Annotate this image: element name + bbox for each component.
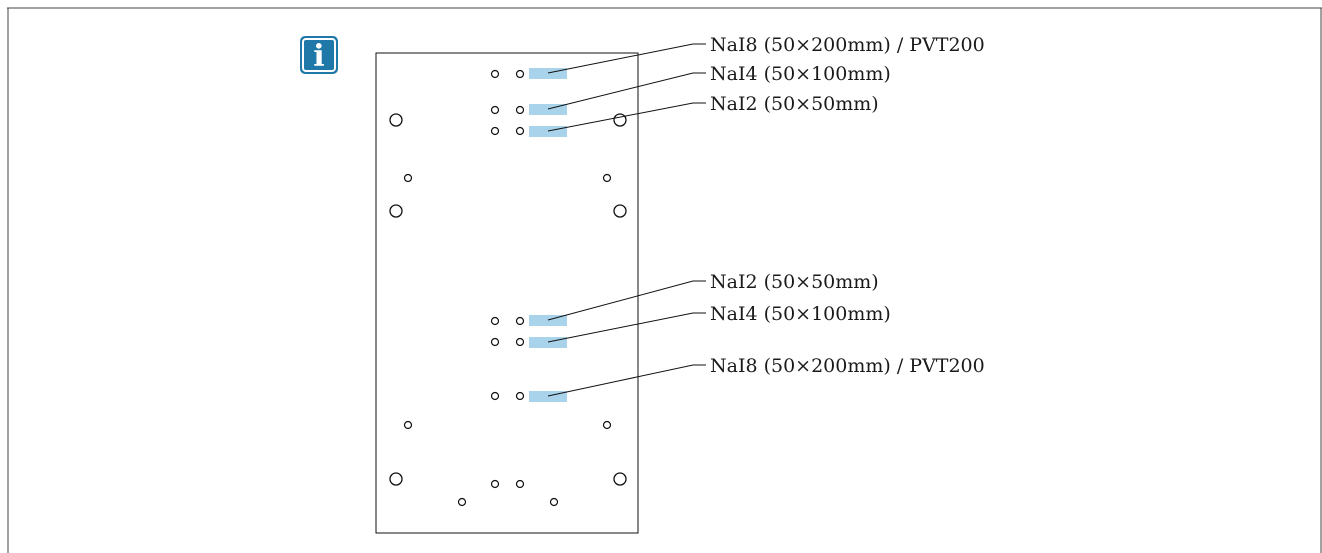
mounting-hole-small bbox=[490, 105, 500, 115]
mounting-hole-small bbox=[490, 337, 500, 347]
label-bottom-2: NaI4 (50×100mm) bbox=[710, 303, 891, 325]
mounting-hole-small bbox=[515, 105, 525, 115]
mounting-hole-large bbox=[613, 204, 627, 218]
mounting-hole-small bbox=[515, 337, 525, 347]
label-top-3: NaI2 (50×50mm) bbox=[710, 93, 879, 115]
small-mounting-holes bbox=[403, 69, 612, 507]
mounting-hole-small bbox=[490, 69, 500, 79]
label-bottom-3: NaI8 (50×200mm) / PVT200 bbox=[710, 355, 985, 377]
info-icon: i bbox=[300, 36, 338, 74]
label-top-1: NaI8 (50×200mm) / PVT200 bbox=[710, 34, 985, 56]
leader-line-bottom-1 bbox=[547, 280, 706, 321]
mounting-hole-large bbox=[613, 472, 627, 486]
detector-strip-nai8-bottom bbox=[529, 391, 567, 402]
mounting-hole-small bbox=[515, 391, 525, 401]
mounting-hole-large bbox=[389, 204, 403, 218]
mounting-hole-small bbox=[403, 420, 413, 430]
leader-line-top-1 bbox=[547, 43, 706, 74]
mounting-hole-small bbox=[549, 497, 559, 507]
mounting-hole-small bbox=[602, 420, 612, 430]
mounting-hole-small bbox=[457, 497, 467, 507]
mounting-hole-small bbox=[602, 173, 612, 183]
detector-strips bbox=[529, 68, 567, 402]
mounting-hole-large bbox=[389, 472, 403, 486]
leader-line-bottom-2 bbox=[547, 312, 706, 343]
mounting-hole-small bbox=[515, 126, 525, 136]
mounting-hole-large bbox=[613, 113, 627, 127]
mounting-hole-small bbox=[490, 126, 500, 136]
mounting-hole-large bbox=[389, 113, 403, 127]
leader-line-top-3 bbox=[547, 102, 706, 132]
info-icon-glyph: i bbox=[313, 39, 324, 74]
leader-lines bbox=[547, 43, 706, 397]
mounting-plate bbox=[375, 52, 639, 534]
mounting-hole-small bbox=[515, 479, 525, 489]
info-icon-background bbox=[300, 36, 338, 74]
label-bottom-1: NaI2 (50×50mm) bbox=[710, 271, 879, 293]
leader-line-top-2 bbox=[547, 72, 706, 110]
info-icon-inner-border bbox=[302, 38, 336, 72]
mounting-hole-small bbox=[403, 173, 413, 183]
leader-line-bottom-3 bbox=[547, 364, 706, 397]
detector-strip-nai4-top bbox=[529, 104, 567, 115]
mounting-hole-small bbox=[490, 479, 500, 489]
detector-strip-nai4-bottom bbox=[529, 337, 567, 348]
mounting-hole-small bbox=[490, 391, 500, 401]
large-mounting-holes bbox=[389, 113, 627, 486]
detector-strip-nai2-bottom bbox=[529, 315, 567, 326]
mounting-hole-small bbox=[490, 316, 500, 326]
detector-strip-nai8-top bbox=[529, 68, 567, 79]
mounting-hole-small bbox=[515, 316, 525, 326]
label-top-2: NaI4 (50×100mm) bbox=[710, 63, 891, 85]
mounting-hole-small bbox=[515, 69, 525, 79]
detector-strip-nai2-top bbox=[529, 126, 567, 137]
